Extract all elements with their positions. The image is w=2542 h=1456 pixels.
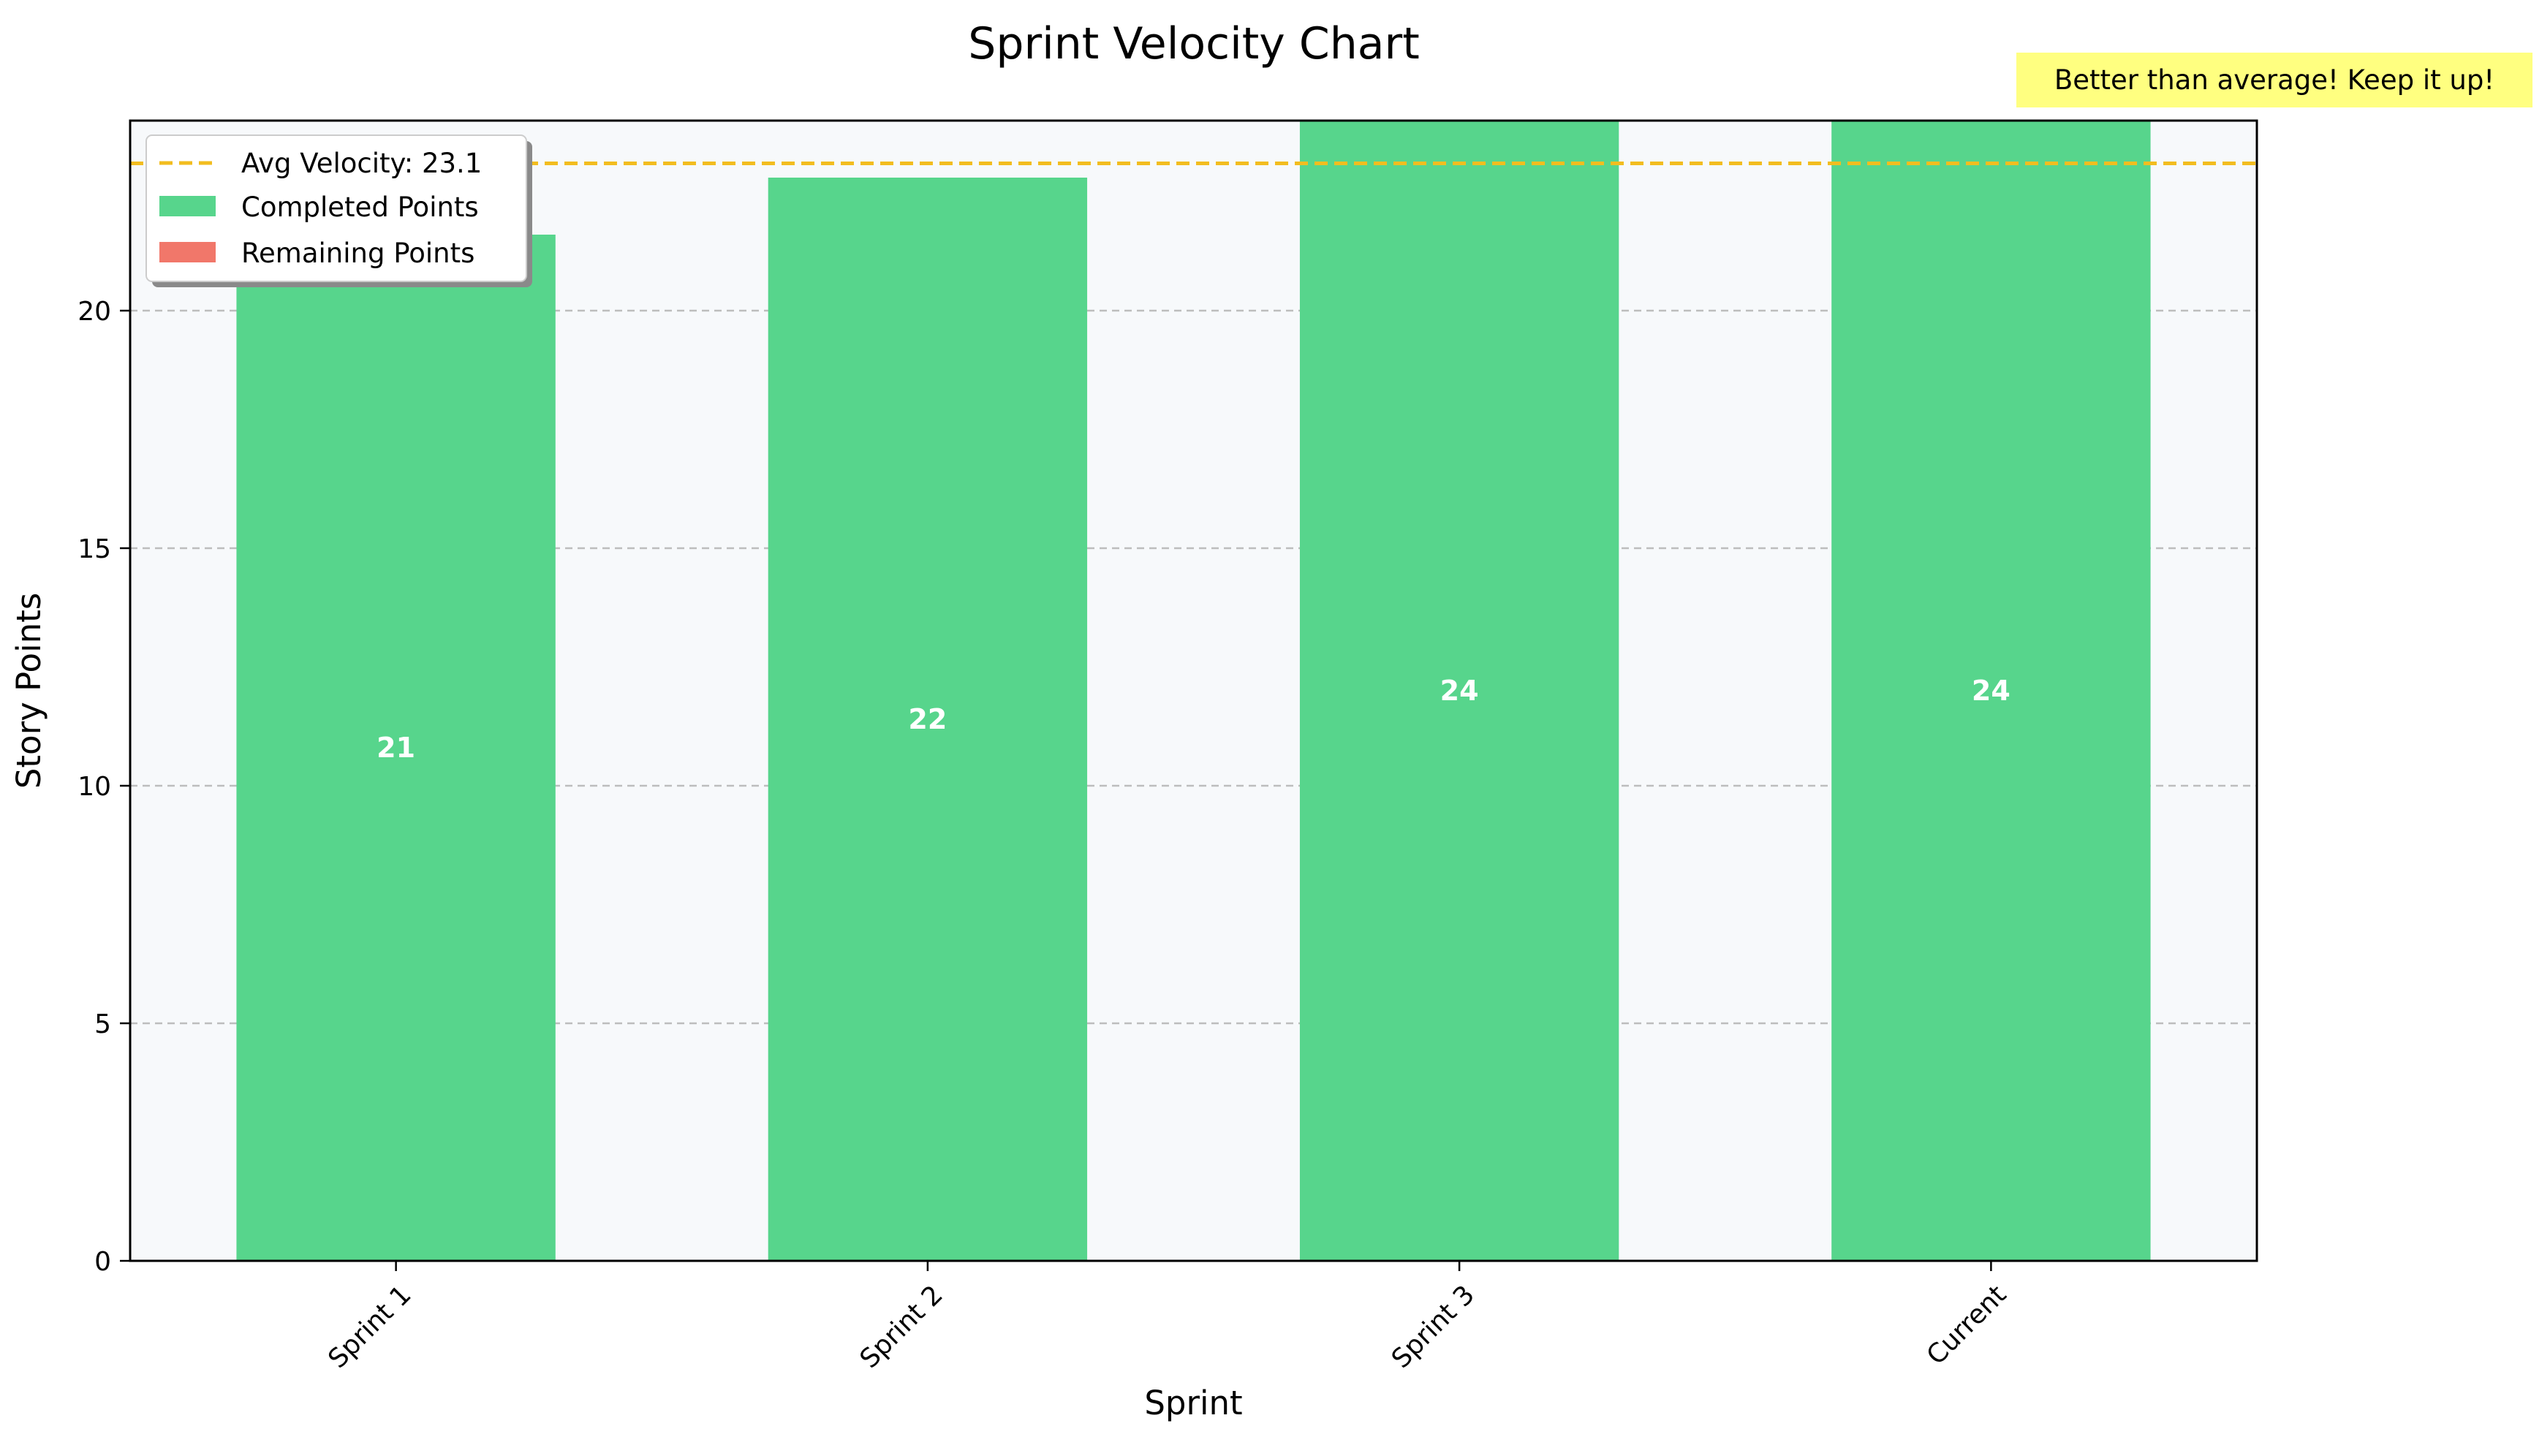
- legend-label-average: Avg Velocity: 23.1: [241, 148, 482, 179]
- y-tick-label: 20: [77, 297, 111, 327]
- bar-value-label: 21: [377, 732, 415, 764]
- legend: Avg Velocity: 23.1 Completed Points Remain…: [145, 134, 532, 287]
- bar-value-label: 22: [908, 703, 947, 735]
- bar-completed-points: [1831, 121, 2151, 1261]
- y-tick-label: 0: [94, 1247, 111, 1277]
- plot-frame: [129, 119, 2258, 1262]
- y-tick-label: 10: [77, 772, 111, 802]
- chart-title: Sprint Velocity Chart: [968, 18, 1419, 69]
- legend-label: Completed Points: [241, 192, 479, 223]
- y-tick-label: 15: [77, 534, 111, 564]
- y-axis: 0 5 10 15 20: [77, 297, 130, 1277]
- annotation-background: [2016, 53, 2532, 107]
- annotation-box: Better than average! Keep it up!: [2016, 53, 2532, 107]
- x-axis-label: Sprint: [1144, 1384, 1242, 1422]
- x-tick-label: Sprint 1: [322, 1280, 417, 1374]
- y-tick-label: 5: [94, 1009, 111, 1039]
- x-tick-label: Sprint 3: [1386, 1280, 1480, 1374]
- bar-completed-points: [236, 235, 556, 1261]
- annotation-text: Better than average! Keep it up!: [2054, 64, 2494, 96]
- legend-swatch: [159, 242, 216, 262]
- x-tick-label: Sprint 2: [855, 1280, 949, 1374]
- bar-completed-points: [1299, 121, 1619, 1261]
- bar-value-labels: 21 22 24 24: [377, 675, 2010, 764]
- legend-frame: [145, 134, 527, 282]
- bar-value-label: 24: [1440, 675, 1479, 707]
- x-axis: Sprint 1 Sprint 2 Sprint 3 Current: [322, 1261, 2012, 1374]
- x-tick-label: Current: [1921, 1280, 2013, 1371]
- bar-completed-points: [768, 178, 1088, 1261]
- legend-swatch: [159, 196, 216, 216]
- legend-label: Remaining Points: [241, 238, 474, 269]
- bar-value-label: 24: [1972, 675, 2010, 707]
- y-axis-label: Story Points: [10, 593, 48, 789]
- bars: [236, 121, 2151, 1261]
